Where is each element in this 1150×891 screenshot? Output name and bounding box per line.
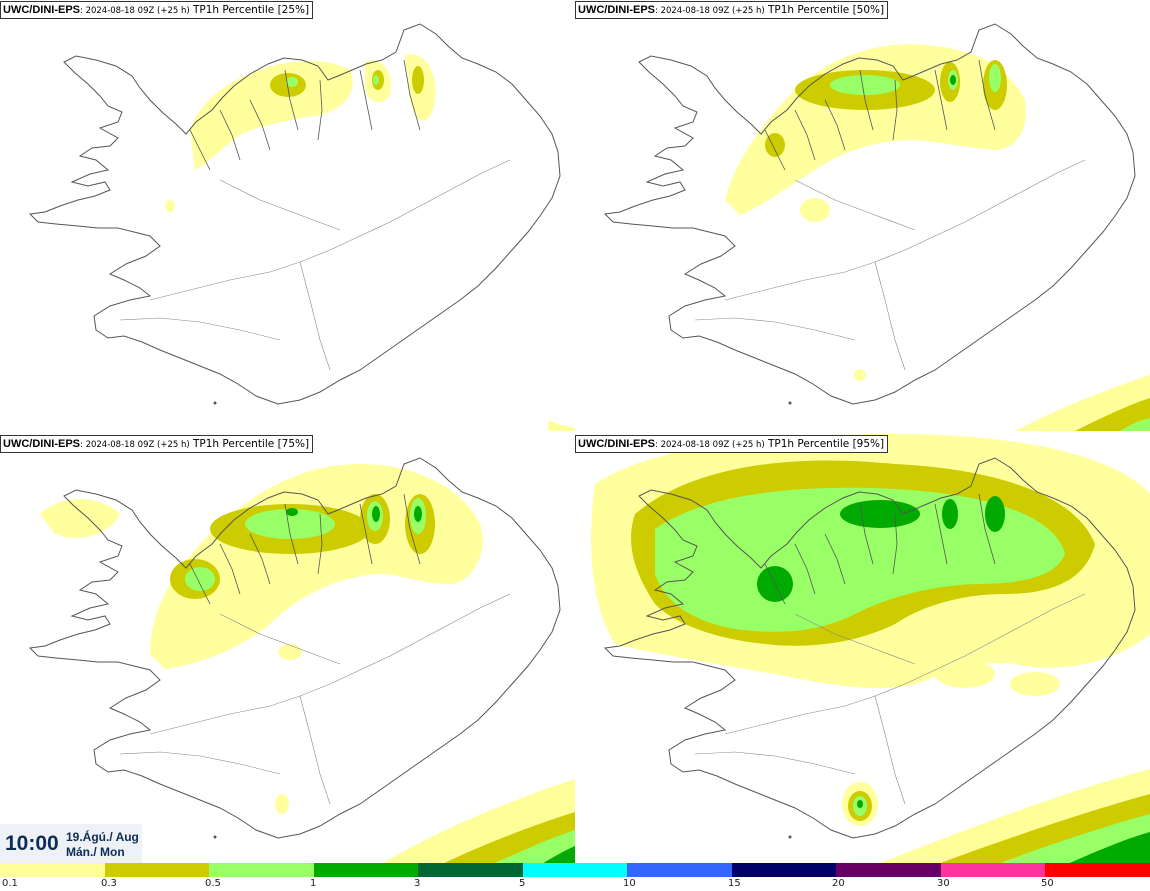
precip-map bbox=[29, 23, 575, 431]
color-scale-swatch bbox=[836, 863, 941, 877]
panel-title: UWC/DINI-EPS: 2024-08-18 09Z (+25 h) TP1… bbox=[0, 435, 314, 453]
color-scale-label: 20 bbox=[832, 878, 845, 889]
color-scale-swatch bbox=[627, 863, 732, 877]
map-panel-p25: UWC/DINI-EPS: 2024-08-18 09Z (+25 h) TP1… bbox=[0, 0, 575, 431]
color-scale-swatch bbox=[522, 863, 628, 877]
color-scale-swatch bbox=[104, 863, 210, 877]
color-scale-label: 1 bbox=[310, 878, 317, 889]
valid-date-line1: 19.Ágú./ Aug bbox=[66, 830, 139, 844]
color-scale-labels: 0.1 0.3 0.5 1 3 5 10 15 20 30 50 bbox=[0, 877, 1150, 891]
color-scale-label: 3 bbox=[414, 878, 421, 889]
map-panel-p50: UWC/DINI-EPS: 2024-08-18 09Z (+25 h) TP1… bbox=[575, 0, 1150, 431]
panel-title: UWC/DINI-EPS: 2024-08-18 09Z (+25 h) TP1… bbox=[0, 1, 314, 19]
color-scale-legend: 0.1 0.3 0.5 1 3 5 10 15 20 30 50 bbox=[0, 863, 1150, 891]
color-scale-swatch bbox=[1045, 863, 1150, 877]
color-scale-bar bbox=[0, 863, 1150, 877]
panel-title: UWC/DINI-EPS: 2024-08-18 09Z (+25 h) TP1… bbox=[575, 435, 889, 453]
color-scale-label: 50 bbox=[1041, 878, 1054, 889]
map-panel-p95: UWC/DINI-EPS: 2024-08-18 09Z (+25 h) TP1… bbox=[575, 434, 1150, 865]
color-scale-swatch bbox=[209, 863, 314, 877]
color-scale-label: 10 bbox=[623, 878, 636, 889]
color-scale-swatch bbox=[940, 863, 1046, 877]
precip-map bbox=[29, 457, 575, 865]
color-scale-label: 5 bbox=[519, 878, 526, 889]
map-panel-p75: UWC/DINI-EPS: 2024-08-18 09Z (+25 h) TP1… bbox=[0, 434, 575, 865]
color-scale-label: 0.1 bbox=[2, 878, 18, 889]
color-scale-label: 0.3 bbox=[101, 878, 117, 889]
valid-time: 10:00 bbox=[5, 832, 59, 855]
valid-date-line2: Mán./ Mon bbox=[66, 845, 125, 859]
color-scale-swatch bbox=[418, 863, 523, 877]
color-scale-label: 15 bbox=[728, 878, 741, 889]
panel-title: UWC/DINI-EPS: 2024-08-18 09Z (+25 h) TP1… bbox=[575, 1, 889, 19]
color-scale-swatch bbox=[731, 863, 837, 877]
color-scale-swatch bbox=[313, 863, 419, 877]
color-scale-swatch bbox=[0, 863, 105, 877]
precip-map bbox=[591, 434, 1150, 865]
valid-time-box: 10:00 19.Ágú./ Aug Mán./ Mon bbox=[0, 824, 142, 863]
color-scale-label: 0.5 bbox=[205, 878, 221, 889]
color-scale-label: 30 bbox=[937, 878, 950, 889]
precip-map bbox=[604, 23, 1150, 431]
